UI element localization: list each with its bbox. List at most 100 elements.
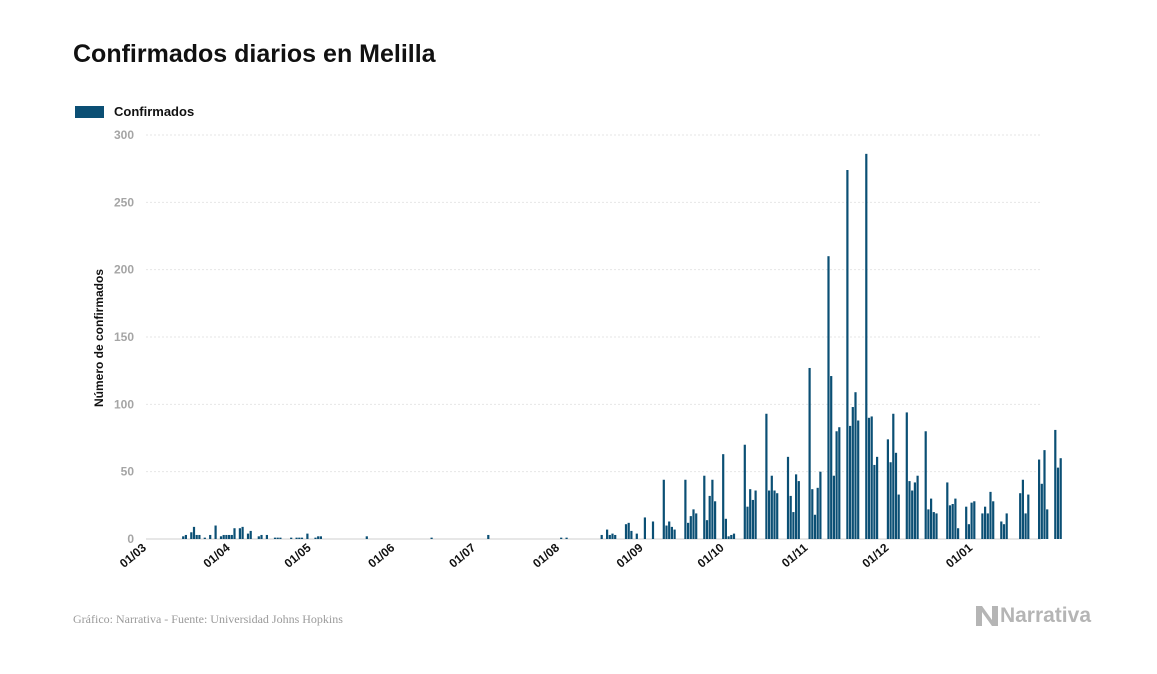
bar	[260, 534, 263, 539]
bar	[751, 499, 754, 539]
bar	[306, 533, 309, 539]
bar	[630, 530, 633, 539]
bar	[705, 520, 709, 539]
bar	[935, 513, 938, 539]
bar	[214, 525, 217, 539]
bars	[182, 153, 1062, 539]
x-tick-label: 01/05	[282, 540, 314, 570]
bar	[797, 481, 800, 539]
bar	[889, 462, 892, 539]
bar	[246, 533, 250, 539]
bar	[1000, 521, 1003, 539]
bar	[811, 489, 814, 539]
bar	[695, 513, 698, 539]
bar	[668, 521, 671, 539]
bar	[233, 528, 236, 539]
x-tick-label: 01/07	[446, 540, 478, 570]
bar	[992, 501, 995, 539]
bar	[608, 534, 611, 539]
bar	[867, 417, 871, 539]
bar	[986, 513, 989, 539]
bar	[600, 534, 603, 539]
brand-logo: Narrativa	[975, 604, 1091, 628]
source-footer: Gráfico: Narrativa - Fuente: Universidad…	[73, 612, 343, 626]
bar	[687, 522, 690, 539]
bar	[627, 522, 630, 539]
x-tick-label: 01/01	[943, 540, 975, 570]
bar	[298, 537, 301, 539]
bar	[770, 475, 773, 539]
bar	[1043, 450, 1046, 539]
bar	[1056, 467, 1060, 539]
y-tick-label: 0	[127, 532, 134, 546]
bar	[908, 481, 911, 539]
bar	[876, 456, 879, 539]
bar	[198, 534, 201, 539]
x-axis-ticks: 01/03 01/04 01/05 01/06 01/07 01/08 01/09 01/10…	[117, 540, 975, 570]
bar	[673, 529, 676, 539]
bar	[897, 494, 900, 539]
bar	[911, 490, 914, 539]
bar	[624, 524, 628, 539]
bar	[970, 502, 973, 539]
y-tick-label: 250	[114, 195, 134, 209]
y-axis-ticks: 0 50 100 150 200 250 300	[114, 128, 134, 546]
bar	[203, 537, 206, 539]
bar	[230, 534, 233, 539]
x-tick-label: 01/11	[779, 540, 811, 570]
bar	[219, 536, 223, 539]
bar	[786, 456, 790, 539]
bar	[846, 170, 849, 539]
bar	[209, 534, 212, 539]
bar	[711, 479, 714, 539]
bar	[816, 487, 819, 539]
bar	[635, 533, 638, 539]
bar	[295, 537, 298, 539]
bar	[989, 491, 992, 539]
bar	[265, 534, 268, 539]
bar	[886, 439, 889, 539]
bar	[319, 536, 322, 539]
bar	[1046, 509, 1049, 539]
bar	[279, 537, 282, 539]
bar	[722, 454, 725, 539]
bar	[430, 537, 433, 539]
bar	[487, 534, 490, 539]
x-tick-label: 01/10	[695, 540, 727, 570]
bar	[708, 495, 711, 539]
bar	[916, 475, 919, 539]
bar	[703, 475, 706, 539]
x-tick-label: 01/09	[614, 540, 646, 570]
bar	[225, 534, 228, 539]
bar	[838, 427, 841, 539]
bar	[1021, 479, 1024, 539]
bar	[951, 503, 954, 539]
x-tick-label: 01/08	[530, 540, 562, 570]
bar	[857, 420, 860, 539]
bar	[832, 475, 835, 539]
legend-label: Confirmados	[114, 104, 195, 119]
bar	[724, 518, 727, 539]
y-axis-label: Número de confirmados	[92, 269, 106, 407]
bar	[1040, 483, 1043, 539]
bar	[892, 413, 895, 539]
bar	[300, 537, 304, 539]
bar	[314, 537, 317, 539]
bar	[913, 482, 916, 539]
y-tick-label: 200	[114, 263, 134, 277]
brand-name: Narrativa	[999, 604, 1091, 627]
bar	[195, 534, 198, 539]
bar	[692, 509, 695, 539]
bar	[606, 529, 609, 539]
bar	[1005, 513, 1008, 539]
bar	[749, 489, 752, 539]
bar	[773, 490, 776, 539]
bar	[192, 526, 196, 539]
bar	[865, 153, 868, 539]
bar	[873, 464, 876, 539]
bar	[854, 392, 857, 539]
bar	[1038, 459, 1041, 539]
y-tick-label: 50	[121, 465, 135, 479]
bar	[560, 537, 563, 539]
